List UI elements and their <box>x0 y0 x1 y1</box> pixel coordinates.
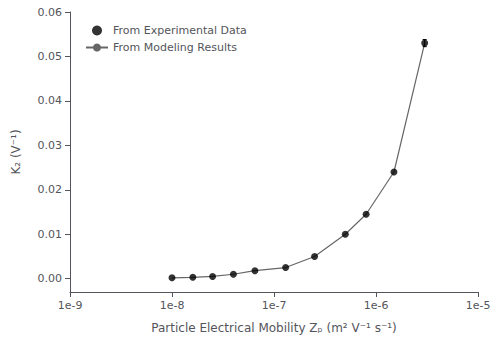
svg-text:1e-9: 1e-9 <box>58 299 83 312</box>
svg-text:K₂ (V⁻¹): K₂ (V⁻¹) <box>9 129 23 174</box>
svg-text:1e-5: 1e-5 <box>466 299 491 312</box>
svg-text:1e-6: 1e-6 <box>364 299 389 312</box>
svg-text:From Experimental Data: From Experimental Data <box>113 24 247 37</box>
svg-text:0.04: 0.04 <box>38 94 63 107</box>
svg-text:0.05: 0.05 <box>38 50 63 63</box>
svg-text:0.01: 0.01 <box>38 228 63 241</box>
svg-text:0.00: 0.00 <box>38 272 63 285</box>
svg-text:From Modeling Results: From Modeling Results <box>113 41 237 54</box>
svg-text:1e-7: 1e-7 <box>262 299 287 312</box>
svg-text:Particle Electrical Mobility Z: Particle Electrical Mobility Zₚ (m² V⁻¹ … <box>151 321 396 335</box>
svg-text:0.06: 0.06 <box>38 6 63 19</box>
svg-text:0.02: 0.02 <box>38 183 63 196</box>
svg-text:1e-8: 1e-8 <box>160 299 185 312</box>
svg-text:0.03: 0.03 <box>38 139 63 152</box>
